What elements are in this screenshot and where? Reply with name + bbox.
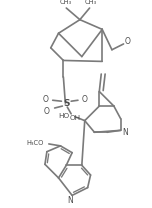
Text: OH: OH [69, 115, 81, 121]
Text: N: N [67, 196, 73, 205]
Text: CH₃: CH₃ [59, 0, 71, 5]
Text: S: S [63, 99, 70, 108]
Text: O: O [43, 95, 49, 104]
Text: O: O [44, 107, 50, 116]
Text: CH₃: CH₃ [85, 0, 97, 5]
Text: O: O [82, 95, 88, 104]
Text: O: O [124, 37, 130, 46]
Text: H₃CO: H₃CO [27, 140, 44, 146]
Text: HO: HO [58, 113, 69, 119]
Text: N: N [123, 128, 128, 137]
